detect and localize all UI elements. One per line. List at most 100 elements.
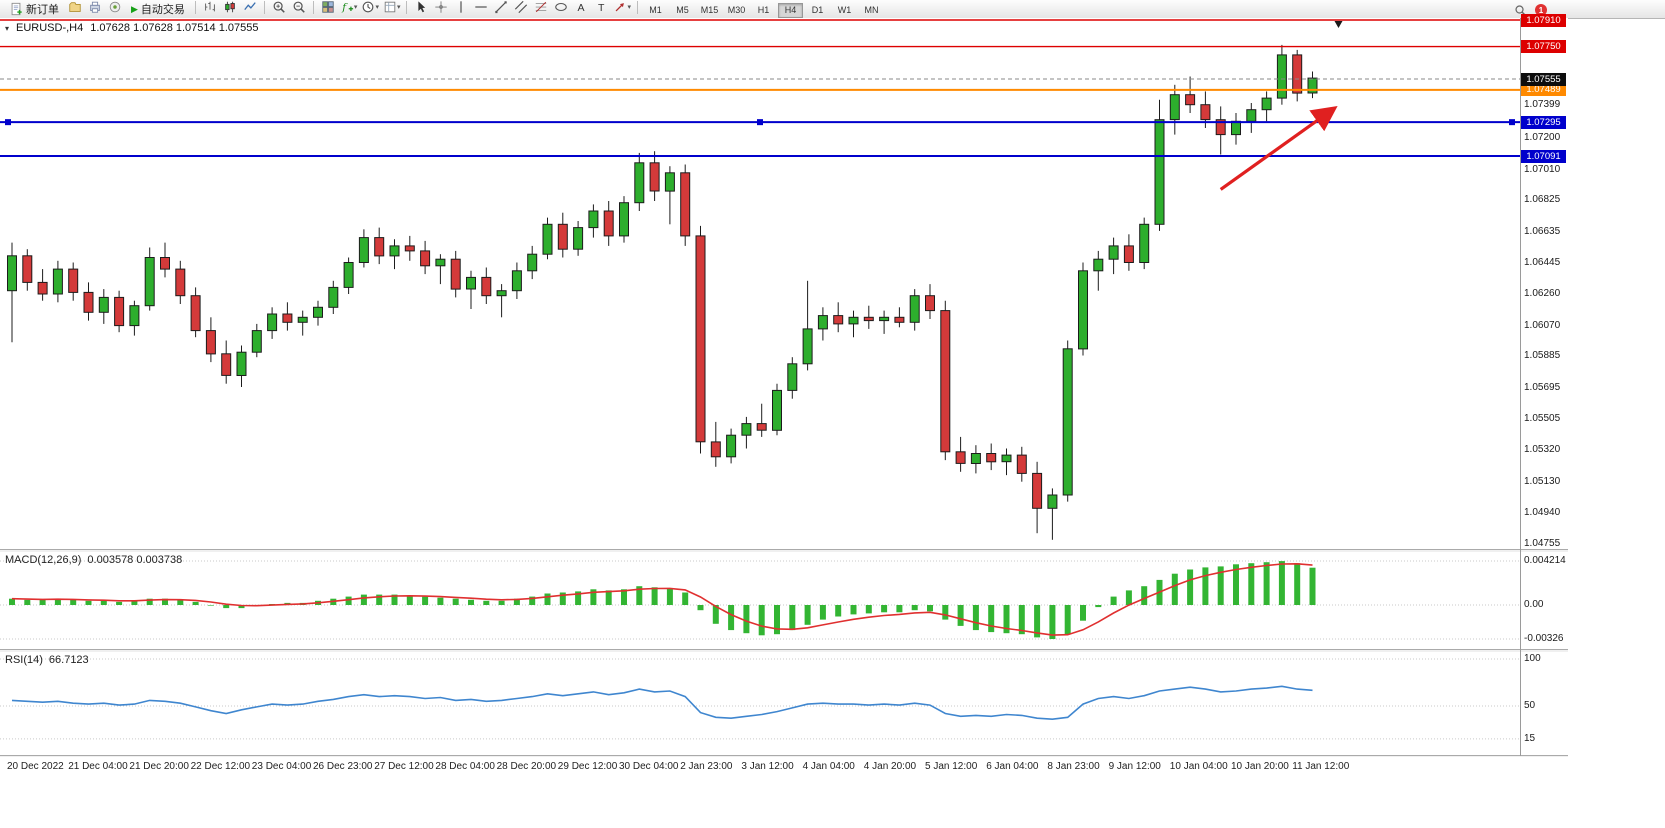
candle-down	[649, 162, 660, 192]
horizontal-line-button[interactable]	[471, 0, 491, 15]
dropdown-caret-icon: ▾	[627, 4, 631, 11]
candle-down	[190, 295, 201, 332]
candle-up	[267, 313, 278, 332]
collapse-triangle-icon[interactable]: ▾	[5, 23, 10, 33]
candle-up	[817, 315, 828, 330]
timeframe-mn-button[interactable]: MN	[859, 3, 884, 18]
price-tick: 1.06260	[1524, 288, 1561, 299]
main-toolbar: 新订单 ▶ 自动交易 ▾ ▾ ▾ ▾ M1 M5 M15 M30 H1 H4 D1 W1 MN 1	[0, 0, 1665, 19]
panel-separator[interactable]	[0, 549, 1568, 552]
notification-badge[interactable]: 1	[1535, 4, 1547, 16]
timeframe-m15-button[interactable]: M15	[697, 3, 722, 18]
candle-up	[236, 351, 247, 377]
candle-down	[1215, 119, 1226, 136]
timeframe-d1-button[interactable]: D1	[805, 3, 830, 18]
macd-histogram-bar	[452, 598, 459, 605]
candle-up	[1169, 94, 1180, 121]
charts-profile-button[interactable]	[65, 0, 85, 15]
cursor-button[interactable]	[411, 0, 431, 15]
timeframe-m5-button[interactable]: M5	[670, 3, 695, 18]
timeframe-h4-button[interactable]: H4	[777, 2, 803, 18]
rsi-label: RSI(14) 66.7123	[5, 654, 89, 666]
time-label: 4 Jan 20:00	[863, 761, 917, 772]
macd-panel	[0, 560, 1520, 640]
candle-up	[527, 253, 538, 272]
timeframe-h1-button[interactable]: H1	[751, 3, 776, 18]
chart-shift-marker[interactable]	[1334, 21, 1343, 28]
chart-window: ▾ EURUSD-,H4 1.07628 1.07628 1.07514 1.0…	[0, 13, 1568, 828]
price-tick: 1.06070	[1524, 319, 1561, 331]
candle-down	[83, 291, 94, 313]
search-button[interactable]	[1510, 2, 1530, 18]
price-tag-1.07750: 1.07750	[1521, 40, 1566, 54]
macd-histogram-bar	[804, 605, 811, 625]
line-chart-button[interactable]	[240, 0, 260, 15]
candle-up	[466, 276, 476, 290]
zoom-out-button[interactable]	[289, 0, 309, 15]
zoom-in-button[interactable]	[269, 0, 289, 15]
autotrade-button[interactable]: ▶ 自动交易	[125, 1, 191, 17]
line-handle[interactable]	[1509, 119, 1515, 126]
print-button[interactable]	[85, 0, 105, 15]
macd-histogram-bar	[1034, 605, 1041, 638]
channel-button[interactable]	[511, 0, 531, 15]
candle-down	[68, 268, 79, 293]
candle-up	[297, 316, 308, 323]
indicators-button[interactable]: ▾	[338, 0, 360, 15]
alerts-button[interactable]	[105, 0, 125, 15]
tile-windows-button[interactable]	[318, 0, 338, 15]
timeframe-m1-button[interactable]: M1	[643, 3, 668, 18]
macd-histogram-bar	[100, 600, 107, 605]
shapes-button[interactable]	[551, 0, 571, 15]
vertical-line-button[interactable]	[451, 0, 471, 15]
candle-up	[726, 434, 737, 458]
crosshair-button[interactable]	[431, 0, 451, 15]
templates-button[interactable]: ▾	[381, 0, 403, 15]
macd-histogram-bar	[207, 605, 214, 606]
panel-separator[interactable]	[0, 649, 1568, 652]
macd-axis-tick: -0.00326	[1524, 633, 1564, 644]
text-icon	[574, 0, 588, 14]
candle-down	[175, 268, 186, 297]
macd-histogram-bar	[131, 600, 138, 605]
label-button[interactable]	[591, 0, 611, 15]
price-tick: 1.06825	[1524, 194, 1561, 206]
time-label: 30 Dec 04:00	[619, 761, 679, 772]
annotation-arrow[interactable]	[1219, 105, 1338, 191]
candlesticks	[7, 44, 1318, 540]
timeframe-m30-button[interactable]: M30	[724, 3, 749, 18]
periods-button[interactable]: ▾	[359, 0, 381, 15]
candle-down	[282, 313, 293, 323]
dropdown-caret-icon: ▾	[375, 4, 379, 11]
candle-up	[144, 257, 155, 307]
candle-up	[542, 223, 553, 255]
macd-histogram-bar	[437, 597, 444, 605]
macd-histogram-bar	[590, 589, 597, 605]
macd-histogram-bar	[1187, 569, 1194, 605]
templates-icon	[383, 0, 397, 14]
candle-down	[22, 255, 33, 283]
line-handle[interactable]	[757, 119, 763, 126]
time-label: 22 Dec 12:00	[190, 761, 251, 772]
bars-chart-button[interactable]	[200, 0, 220, 15]
macd-histogram-bar	[498, 600, 505, 605]
chart-symbol-period: EURUSD-,H4	[16, 22, 84, 34]
toolbar-separator	[194, 1, 196, 14]
macd-histogram-bar	[345, 596, 352, 605]
candle-down	[37, 281, 48, 295]
trendline-button[interactable]	[491, 0, 511, 15]
search-icon	[1514, 4, 1527, 17]
price-tick: 1.07399	[1524, 98, 1561, 110]
candle-down	[160, 257, 170, 270]
line-handle[interactable]	[5, 119, 11, 126]
new-order-button[interactable]: 新订单	[3, 1, 65, 17]
candle-down	[114, 296, 125, 327]
text-button[interactable]	[571, 0, 591, 15]
price-axis-divider	[1520, 18, 1521, 756]
bars-chart-icon	[203, 0, 217, 14]
price-tag-1.07295: 1.07295	[1521, 115, 1566, 129]
candlestick-chart-button[interactable]	[220, 0, 240, 15]
timeframe-w1-button[interactable]: W1	[832, 3, 857, 18]
arrows-button[interactable]: ▾	[611, 0, 633, 15]
fibonacci-button[interactable]	[531, 0, 551, 15]
